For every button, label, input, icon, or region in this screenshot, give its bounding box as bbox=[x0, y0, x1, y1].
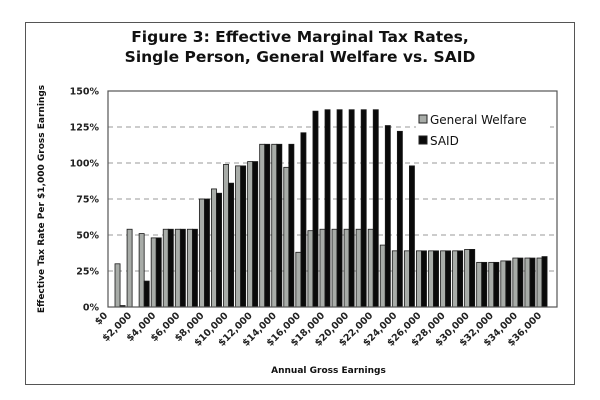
bar-said bbox=[541, 256, 548, 308]
bar-general-welfare bbox=[500, 260, 507, 308]
bar-general-welfare bbox=[211, 188, 217, 308]
bar-said bbox=[529, 257, 536, 308]
chart-title: Figure 3: Effective Marginal Tax Rates, … bbox=[0, 27, 600, 67]
bar-general-welfare bbox=[283, 166, 290, 308]
bar-general-welfare bbox=[536, 257, 543, 308]
bar-said bbox=[336, 109, 343, 308]
y-tick-label: 0% bbox=[83, 303, 100, 314]
bar-general-welfare bbox=[198, 198, 205, 308]
bar-said bbox=[469, 248, 476, 308]
bar-said bbox=[421, 250, 427, 308]
bar-general-welfare bbox=[295, 251, 302, 308]
bar-said bbox=[372, 109, 379, 308]
bar-said bbox=[191, 228, 198, 308]
bar-general-welfare bbox=[174, 228, 181, 308]
bar-said bbox=[204, 198, 210, 308]
bar-general-welfare bbox=[488, 261, 495, 308]
bar-general-welfare bbox=[379, 244, 386, 308]
bar-general-welfare bbox=[440, 250, 446, 308]
bar-general-welfare bbox=[464, 248, 471, 308]
bar-said bbox=[445, 250, 452, 308]
bar-said bbox=[384, 125, 391, 308]
legend-swatch-general-welfare bbox=[418, 114, 428, 124]
bar-general-welfare bbox=[452, 250, 459, 308]
bar-said bbox=[228, 182, 235, 308]
bar-said bbox=[288, 143, 295, 308]
y-axis-ticks: 0% 25% 50% 75% 100% 125% 150% bbox=[70, 87, 100, 314]
x-axis-title: Annual Gross Earnings bbox=[271, 366, 386, 376]
bar-said bbox=[348, 109, 355, 308]
bar-general-welfare bbox=[476, 261, 483, 308]
bar-said bbox=[264, 143, 271, 308]
plot-area-border bbox=[107, 90, 558, 308]
bar-general-welfare bbox=[235, 165, 242, 308]
bar-general-welfare bbox=[138, 233, 145, 308]
bar-said bbox=[324, 109, 331, 308]
legend: General Welfare SAID bbox=[416, 110, 550, 154]
bar-general-welfare bbox=[415, 250, 422, 308]
bar-said bbox=[300, 132, 307, 308]
chart-title-line-1: Figure 3: Effective Marginal Tax Rates, bbox=[131, 28, 469, 46]
bar-said bbox=[396, 130, 403, 308]
legend-label-said: SAID bbox=[430, 134, 459, 148]
y-tick-label: 75% bbox=[76, 195, 99, 206]
x-axis-ticks: $0$2,000$4,000$6,000$8,000$10,000$12,000… bbox=[93, 310, 544, 349]
bar-said bbox=[481, 261, 488, 308]
y-tick-label: 100% bbox=[70, 159, 100, 170]
bar-said bbox=[433, 250, 439, 308]
bar-general-welfare bbox=[150, 237, 157, 308]
bar-said bbox=[167, 228, 174, 308]
y-tick-label: 50% bbox=[76, 231, 99, 242]
chart-title-line-2: Single Person, General Welfare vs. SAID bbox=[124, 48, 476, 66]
bar-general-welfare bbox=[114, 263, 121, 308]
bar-general-welfare bbox=[355, 228, 362, 308]
bar-general-welfare bbox=[126, 228, 133, 308]
bar-said bbox=[408, 165, 415, 308]
bar-general-welfare bbox=[331, 228, 338, 308]
bar-general-welfare bbox=[512, 257, 519, 308]
legend-label-general-welfare: General Welfare bbox=[430, 113, 527, 127]
bar-said bbox=[143, 280, 150, 308]
legend-background bbox=[416, 110, 550, 154]
bar-said bbox=[493, 261, 500, 308]
bar-said bbox=[155, 237, 162, 308]
bar-said bbox=[517, 257, 524, 308]
chart-frame bbox=[25, 22, 575, 385]
bar-general-welfare bbox=[319, 228, 326, 308]
bar-general-welfare bbox=[259, 143, 266, 308]
bar-said bbox=[276, 143, 283, 308]
bar-general-welfare bbox=[403, 250, 410, 308]
y-tick-label: 125% bbox=[70, 123, 100, 134]
bar-said bbox=[457, 250, 464, 308]
y-tick-label: 150% bbox=[70, 87, 100, 98]
bar-general-welfare bbox=[343, 228, 350, 308]
bar-said bbox=[240, 165, 247, 308]
bar-said bbox=[312, 110, 319, 308]
bar-general-welfare bbox=[223, 164, 229, 308]
y-axis-title: Effective Tax Rate Per $1,000 Gross Earn… bbox=[37, 85, 47, 313]
bar-general-welfare bbox=[428, 250, 434, 308]
bar-general-welfare bbox=[162, 228, 169, 308]
bar-said bbox=[252, 161, 259, 308]
bar-general-welfare bbox=[307, 230, 314, 308]
bar-general-welfare bbox=[391, 250, 398, 308]
legend-swatch-said bbox=[418, 135, 428, 145]
bar-general-welfare bbox=[367, 228, 374, 308]
bar-general-welfare bbox=[186, 228, 193, 308]
bar-general-welfare bbox=[271, 143, 278, 308]
bar-said bbox=[360, 109, 367, 308]
bar-said bbox=[216, 192, 222, 308]
bar-said bbox=[179, 228, 186, 308]
bar-said bbox=[505, 260, 512, 308]
bar-general-welfare bbox=[247, 161, 254, 308]
y-tick-label: 25% bbox=[76, 267, 99, 278]
bars bbox=[114, 109, 548, 308]
bar-general-welfare bbox=[524, 257, 531, 308]
